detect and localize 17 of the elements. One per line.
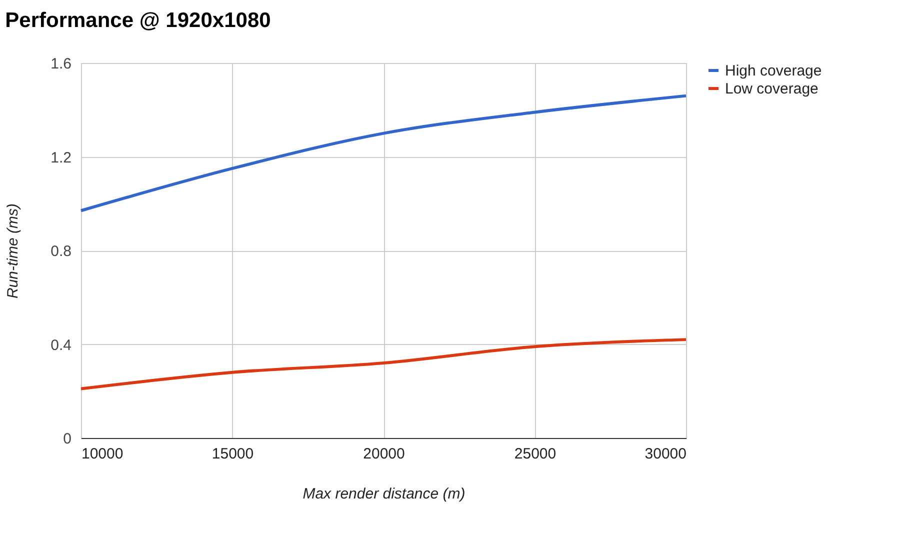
x-tick-label: 15000 [212, 446, 254, 462]
x-tick-label: 10000 [82, 446, 124, 462]
y-tick-label: 0 [63, 430, 72, 448]
y-axis-title: Run-time (ms) [4, 203, 22, 299]
x-tick-label: 25000 [514, 446, 556, 462]
chart-title: Performance @ 1920x1080 [5, 9, 271, 32]
legend-label: Low coverage [725, 80, 818, 98]
y-tick-label: 0.4 [50, 336, 72, 354]
legend-label: High coverage [725, 62, 822, 80]
line-series [80, 94, 688, 212]
line-series [80, 338, 688, 390]
y-tick-label: 1.6 [50, 56, 72, 72]
y-tick-label: 1.2 [50, 149, 72, 166]
x-tick-label: 30000 [644, 446, 686, 462]
x-axis-title: Max render distance (m) [302, 486, 466, 502]
y-tick-label: 0.8 [50, 243, 72, 260]
x-tick-label: 20000 [363, 446, 405, 462]
